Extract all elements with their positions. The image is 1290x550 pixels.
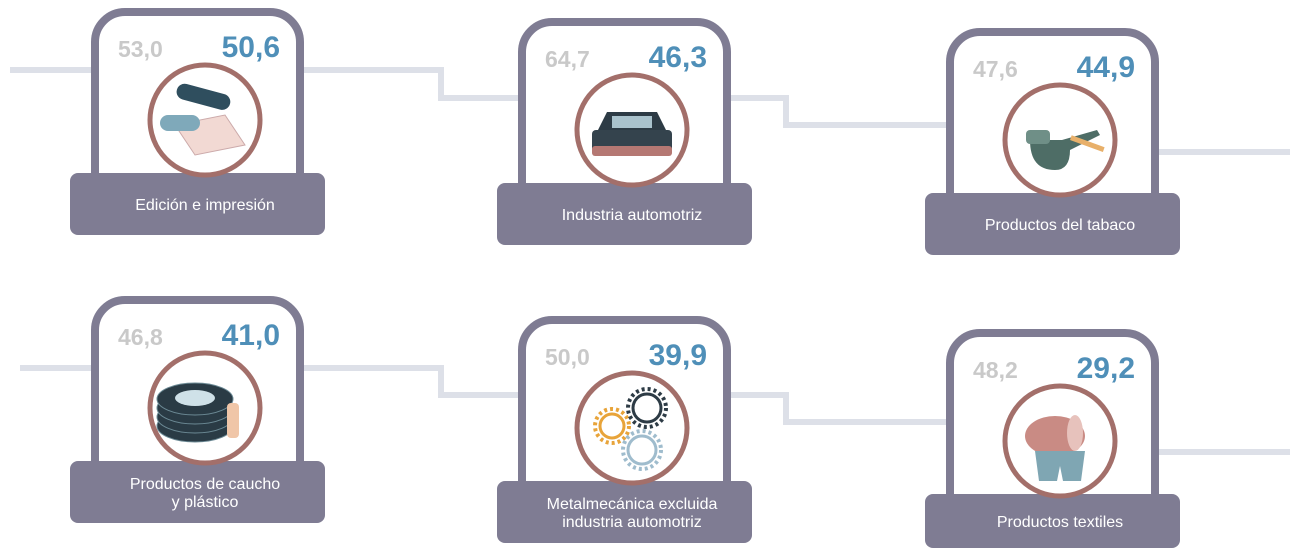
icon [592,112,672,156]
icon-shape [160,115,200,131]
connector-line [728,395,950,422]
icon-shape [592,146,672,156]
icon-shape [612,116,652,128]
card-label: Industria automotriz [562,207,703,224]
card: 53,0 50,6 Edición e impresión [70,12,325,235]
previous-value: 46,8 [118,324,163,350]
infographic: 53,0 50,6 Edición e impresión 64,7 46,3 Indus… [0,0,1290,550]
connector-line [728,98,950,125]
card-label: Productos textiles [997,514,1123,531]
icon-shape [1067,415,1083,451]
previous-value: 47,6 [973,56,1018,82]
current-value: 44,9 [1077,51,1135,84]
card: 47,6 44,9 Productos del tabaco [925,32,1180,255]
current-value: 41,0 [222,319,280,352]
card: 50,0 39,9 Metalmecánica excluidaindustria … [497,320,752,543]
icon-shape [600,414,624,438]
icon-circle [577,373,687,483]
icon-shape [628,436,656,464]
current-value: 46,3 [649,41,707,74]
card-label: Productos del tabaco [985,217,1135,234]
current-value: 50,6 [222,31,280,64]
connector-line [300,70,522,98]
icon-shape [1026,130,1050,144]
previous-value: 50,0 [545,344,590,370]
icon-shape [175,390,215,406]
card: 48,2 29,2 Productos textiles [925,333,1180,548]
card: 64,7 46,3 Industria automotriz [497,22,752,245]
current-value: 29,2 [1077,352,1135,385]
icon [157,383,239,442]
icon-shape [633,394,661,422]
previous-value: 48,2 [973,357,1018,383]
card-label: Productos de caucho [130,476,280,493]
card-label: Metalmecánica excluida [547,496,718,513]
previous-value: 64,7 [545,46,590,72]
card-label: y plástico [172,494,239,511]
card-label: industria automotriz [562,514,702,531]
current-value: 39,9 [649,339,707,372]
previous-value: 53,0 [118,36,163,62]
icon-shape [227,403,239,438]
card-label: Edición e impresión [135,197,275,214]
connector-line [300,368,522,395]
